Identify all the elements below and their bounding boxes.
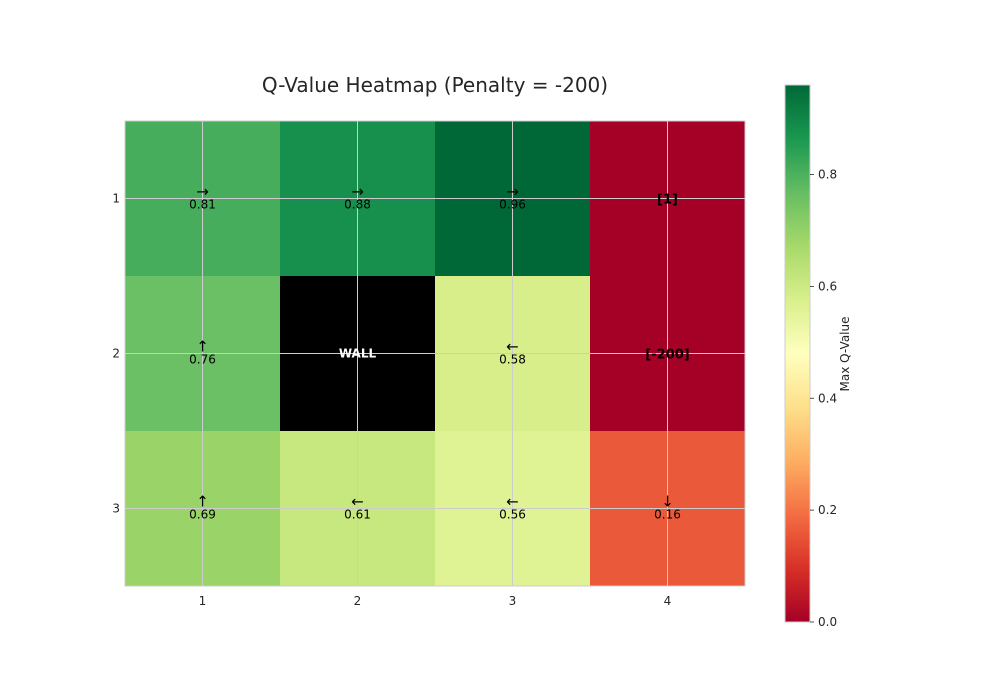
x-tick-label: 2: [354, 594, 362, 608]
heatmap-cell-labels: →0.81→0.88→0.96 [1]↑0.76 WALL ←0.58 [-200]↑0…: [189, 183, 690, 522]
cell-value-label: 0.69: [189, 508, 216, 522]
terminal-reward-label: [-200]: [645, 348, 689, 363]
colorbar-tick-label: 0.8: [818, 168, 837, 182]
x-tick-label: 1: [199, 594, 207, 608]
cell-policy-arrow: ↑: [196, 338, 209, 356]
cell-value-label: 0.16: [654, 508, 681, 522]
wall-label: WALL: [339, 347, 377, 361]
y-axis-ticks: 1 2 3: [112, 192, 120, 516]
cell-policy-arrow: ←: [506, 338, 519, 356]
cell-policy-arrow: ↓: [661, 493, 674, 511]
colorbar-gradient: [784, 84, 811, 623]
cell-value-label: 0.88: [344, 198, 371, 212]
y-tick-label: 2: [112, 347, 120, 361]
colorbar-label: Max Q-Value: [838, 317, 852, 392]
x-axis-ticks: 1 2 3 4: [199, 594, 672, 608]
colorbar: 0.0 0.2 0.4 0.6 0.8 Max Q-Value: [784, 84, 852, 629]
cell-policy-arrow: ↑: [196, 493, 209, 511]
y-tick-label: 1: [112, 192, 120, 206]
cell-value-label: 0.96: [499, 198, 526, 212]
cell-value-label: 0.56: [499, 508, 526, 522]
chart-title: Q-Value Heatmap (Penalty = -200): [262, 73, 608, 97]
x-tick-label: 3: [509, 594, 517, 608]
colorbar-tick-label: 0.0: [818, 615, 837, 629]
colorbar-ticks: 0.0 0.2 0.4 0.6 0.8: [810, 168, 837, 629]
x-tick-label: 4: [664, 594, 672, 608]
colorbar-tick-label: 0.2: [818, 503, 837, 517]
cell-policy-arrow: ←: [351, 493, 364, 511]
colorbar-tick-label: 0.6: [818, 279, 837, 293]
cell-policy-arrow: →: [351, 183, 364, 201]
cell-value-label: 0.81: [189, 198, 216, 212]
cell-value-label: 0.58: [499, 353, 526, 367]
terminal-reward-label: [1]: [657, 193, 678, 208]
cell-policy-arrow: ←: [506, 493, 519, 511]
heatmap-gridlines: [125, 121, 745, 586]
cell-value-label: 0.61: [344, 508, 371, 522]
cell-policy-arrow: →: [506, 183, 519, 201]
colorbar-tick-label: 0.4: [818, 391, 837, 405]
y-tick-label: 3: [112, 502, 120, 516]
cell-policy-arrow: →: [196, 183, 209, 201]
cell-value-label: 0.76: [189, 353, 216, 367]
plot-frame: [124, 120, 746, 587]
